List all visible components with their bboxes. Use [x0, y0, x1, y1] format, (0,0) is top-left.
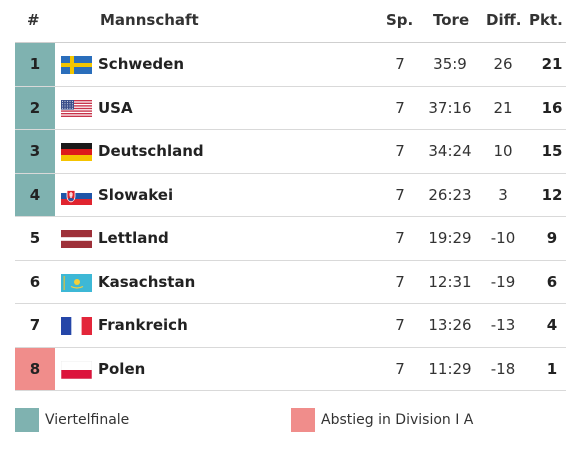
table-row: 1 Schweden 7 35:9 26 21	[15, 43, 566, 87]
diff-cell: 3	[498, 185, 508, 204]
latvia-flag-icon	[61, 230, 92, 248]
games-cell: 7	[395, 229, 405, 248]
team-name: Schweden	[98, 55, 184, 74]
rank-cell: 1	[15, 43, 55, 86]
games-cell: 7	[395, 359, 405, 378]
standings-table: 1 Schweden 7 35:9 26 21 2 USA 7 37:16 21 16 3 Deutsch…	[15, 43, 566, 391]
points-cell: 16	[541, 98, 563, 117]
legend-qualify-label: Viertelfinale	[45, 412, 130, 428]
germany-flag-icon	[61, 143, 92, 161]
points-cell: 4	[546, 316, 558, 335]
header-points: Pkt.	[529, 11, 563, 29]
legend-relegation-label: Abstieg in Division I A	[321, 412, 474, 428]
header-rank: #	[27, 11, 40, 29]
table-row: 2 USA 7 37:16 21 16	[15, 86, 566, 130]
goals-cell: 13:26	[428, 316, 472, 335]
table-row: 6 Kasachstan 7 12:31 -19 6	[15, 261, 566, 304]
diff-cell: 21	[493, 98, 513, 117]
goals-cell: 34:24	[428, 142, 472, 161]
slovakia-flag-icon	[61, 186, 92, 205]
header-diff: Diff.	[486, 11, 522, 29]
sweden-flag-icon	[61, 56, 92, 74]
usa-flag-icon	[61, 99, 92, 118]
kazakhstan-flag-icon	[61, 273, 92, 292]
games-cell: 7	[395, 98, 405, 117]
header-games: Sp.	[386, 11, 414, 29]
diff-cell: -18	[490, 359, 516, 378]
goals-cell: 35:9	[433, 55, 467, 74]
goals-cell: 19:29	[428, 229, 472, 248]
points-cell: 12	[541, 185, 563, 204]
rank-cell: 5	[29, 229, 41, 248]
points-cell: 6	[546, 272, 558, 291]
games-cell: 7	[395, 142, 405, 161]
goals-cell: 26:23	[428, 185, 472, 204]
table-row: 3 Deutschland 7 34:24 10 15	[15, 130, 566, 174]
france-flag-icon	[61, 317, 92, 335]
team-name: Slowakei	[98, 185, 174, 204]
team-name: Lettland	[98, 229, 169, 248]
goals-cell: 12:31	[428, 272, 472, 291]
team-name: Polen	[98, 359, 146, 378]
rank-cell: 7	[29, 316, 41, 335]
table-row: 8 Polen 7 11:29 -18 1	[15, 347, 566, 391]
diff-cell: -13	[490, 316, 516, 335]
rank-cell: 8	[15, 347, 55, 390]
team-name: Deutschland	[98, 142, 204, 161]
points-cell: 21	[541, 55, 563, 74]
rank-cell: 6	[29, 272, 41, 291]
diff-cell: -19	[490, 272, 516, 291]
table-row: 4 Slowakei 7 26:23 3 12	[15, 173, 566, 217]
legend-qualify-swatch	[15, 408, 39, 432]
rank-cell: 2	[15, 86, 55, 129]
points-cell: 15	[541, 142, 563, 161]
rank-cell: 4	[15, 173, 55, 216]
goals-cell: 37:16	[428, 98, 472, 117]
header-goals: Tore	[433, 11, 470, 29]
legend-relegation: Abstieg in Division I A	[291, 408, 473, 432]
games-cell: 7	[395, 272, 405, 291]
rank-cell: 3	[15, 130, 55, 173]
diff-cell: -10	[490, 229, 516, 248]
legend-qualify: Viertelfinale	[15, 408, 129, 432]
team-name: Frankreich	[98, 316, 188, 335]
header-divider	[15, 42, 566, 43]
header-team: Mannschaft	[100, 11, 199, 29]
games-cell: 7	[395, 185, 405, 204]
poland-flag-icon	[61, 360, 92, 379]
games-cell: 7	[395, 316, 405, 335]
table-header: # Mannschaft Sp. Tore Diff. Pkt.	[0, 0, 582, 40]
team-name: USA	[98, 98, 133, 117]
table-row: 5 Lettland 7 19:29 -10 9	[15, 217, 566, 261]
table-row: 7 Frankreich 7 13:26 -13 4	[15, 304, 566, 348]
team-name: Kasachstan	[98, 272, 196, 291]
games-cell: 7	[395, 55, 405, 74]
legend-relegation-swatch	[291, 408, 315, 432]
diff-cell: 10	[493, 142, 513, 161]
diff-cell: 26	[493, 55, 513, 74]
goals-cell: 11:29	[428, 359, 472, 378]
points-cell: 9	[546, 229, 558, 248]
points-cell: 1	[546, 359, 558, 378]
